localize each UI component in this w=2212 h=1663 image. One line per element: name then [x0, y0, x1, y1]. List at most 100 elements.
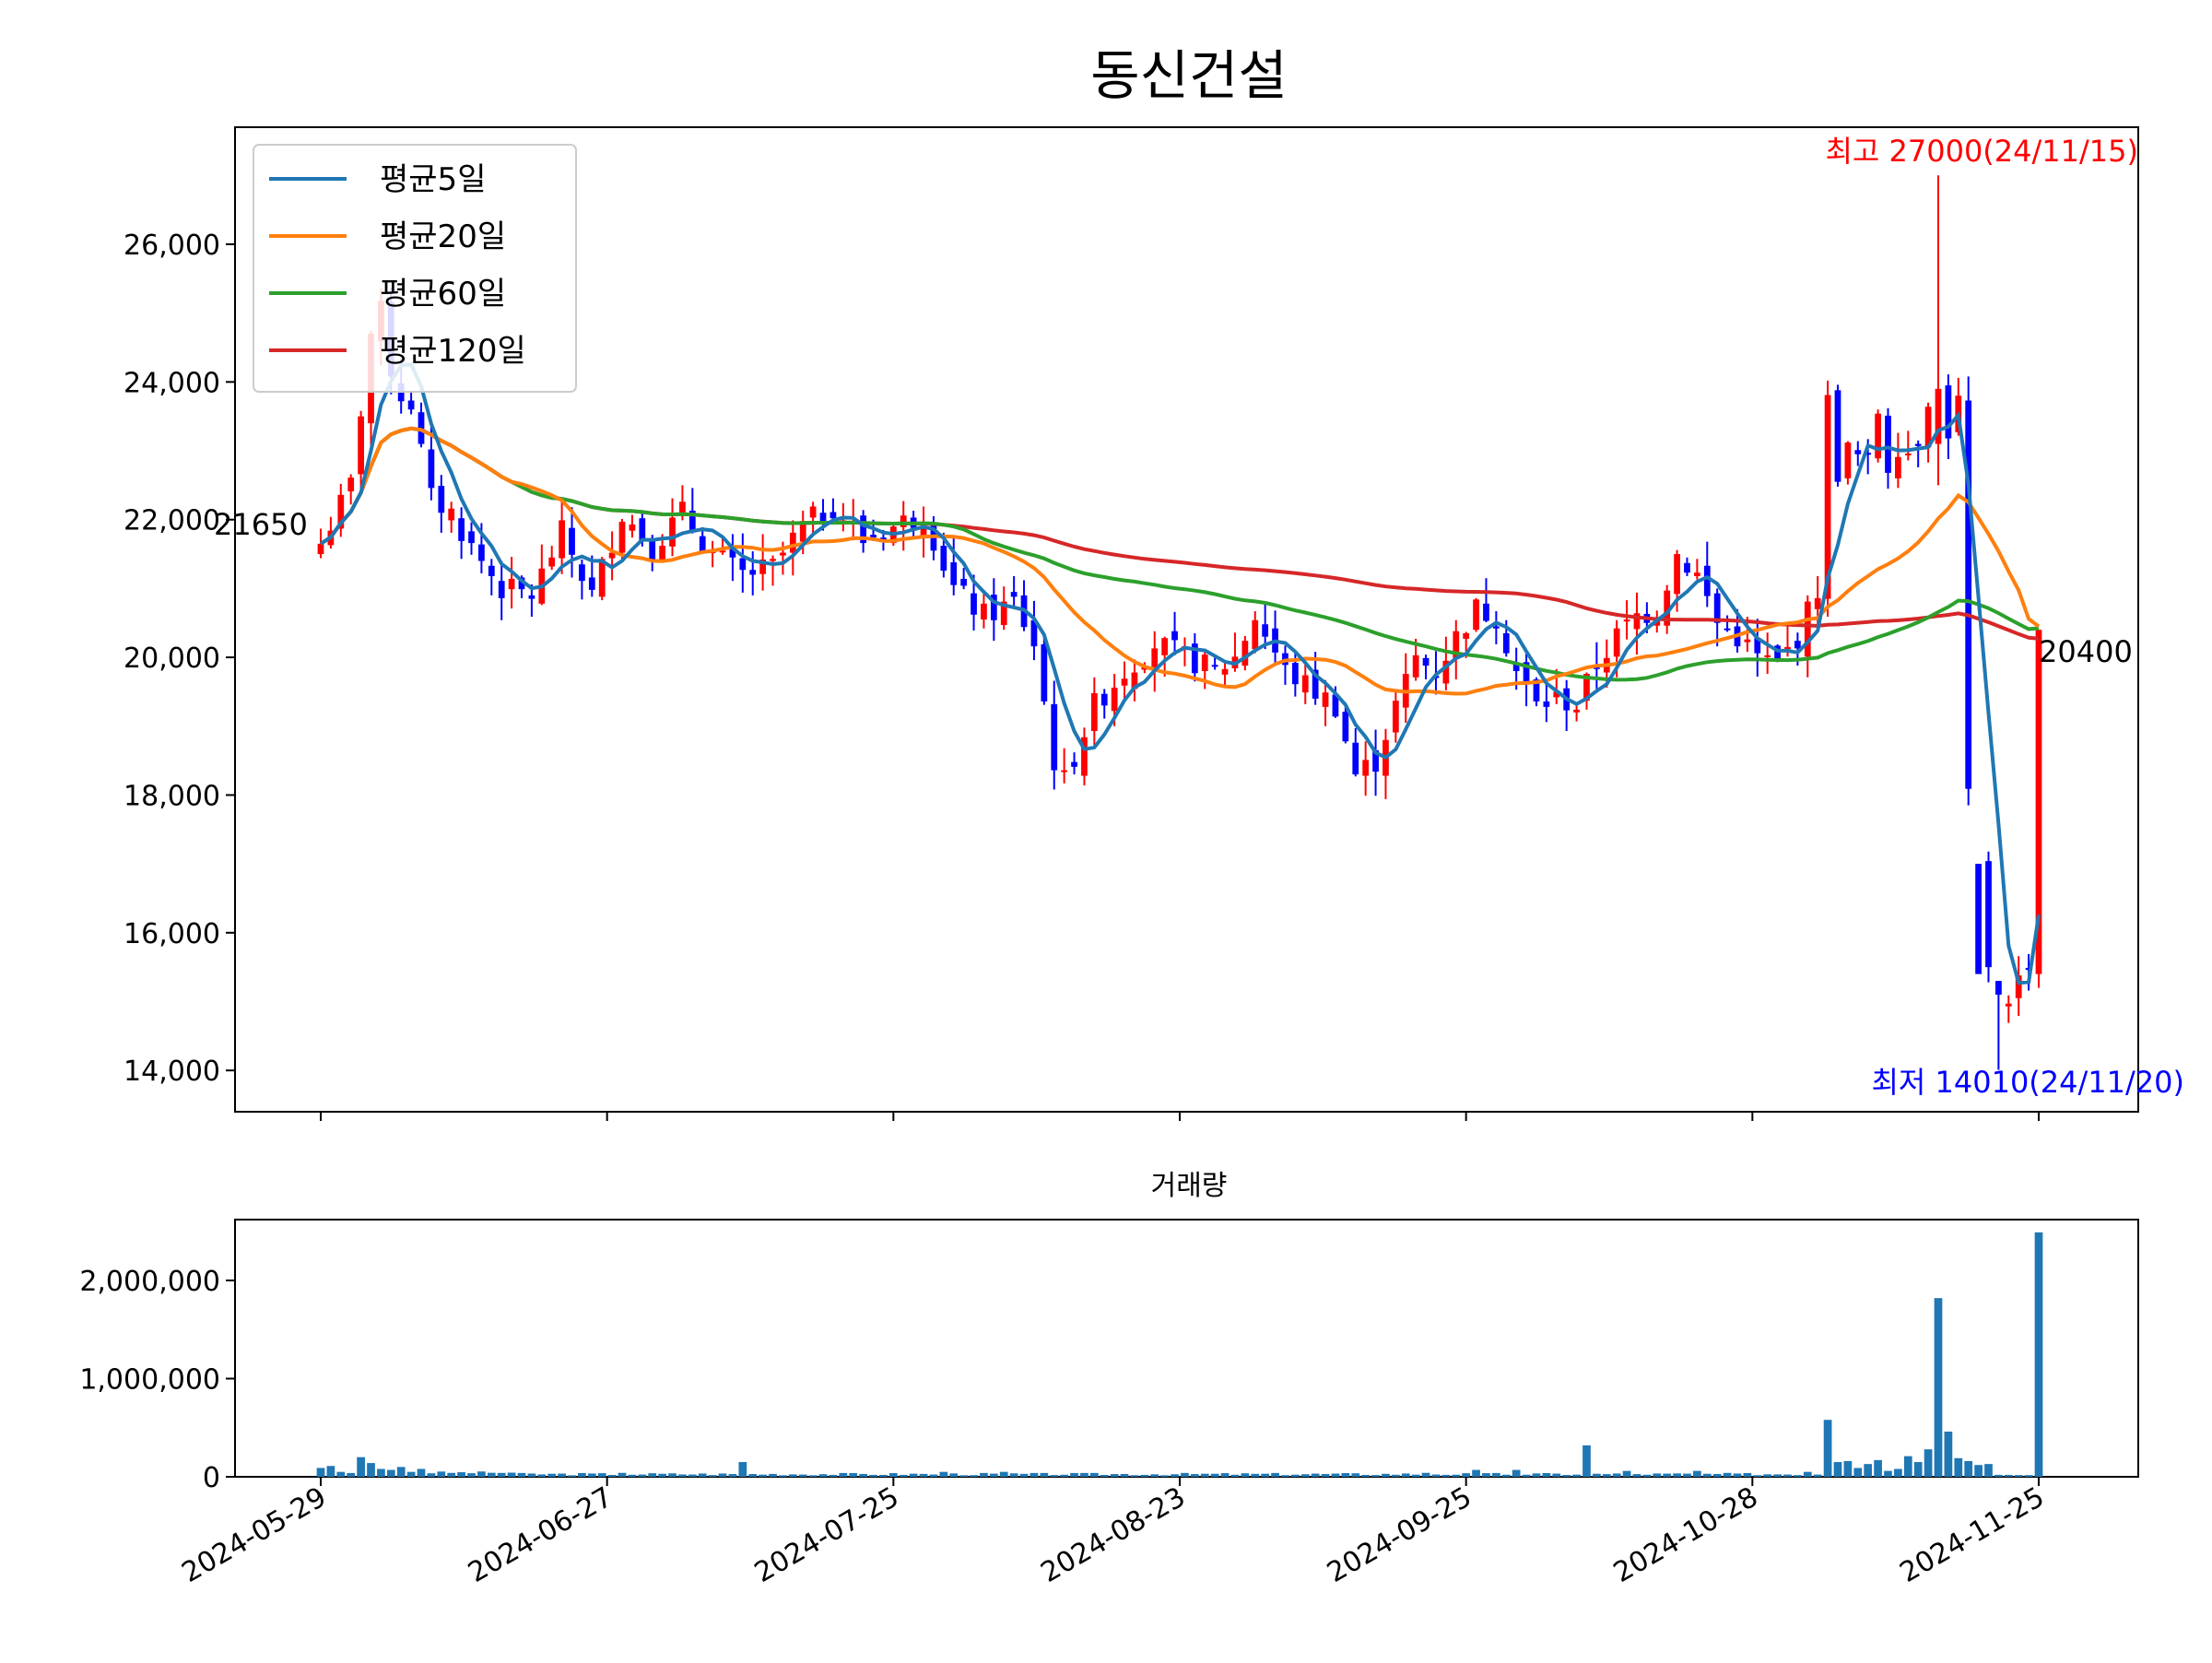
candle-body [317, 543, 324, 555]
candle-body [1553, 691, 1560, 698]
candle-body [1674, 554, 1680, 595]
volume-bar [1853, 1468, 1863, 1477]
volume-bar [899, 1474, 908, 1477]
candle-body [799, 521, 806, 542]
volume-bar [1160, 1475, 1170, 1477]
volume-bar [929, 1474, 938, 1477]
candle-body [528, 595, 535, 599]
volume-bar [1220, 1473, 1230, 1477]
candle-body [649, 537, 656, 560]
volume-bar [1843, 1460, 1853, 1477]
candle-body [699, 536, 706, 552]
candle-body [488, 565, 495, 576]
volume-bar [1401, 1473, 1410, 1477]
volume-bar [1753, 1475, 1762, 1477]
volume-bar [1552, 1473, 1561, 1477]
volume-bar [1894, 1468, 1902, 1477]
volume-bar [1290, 1474, 1300, 1477]
volume-bar [980, 1472, 988, 1477]
candle-body [428, 449, 435, 489]
volume-bar [1934, 1298, 1943, 1477]
first-close-annotation: 21650 [214, 507, 308, 542]
volume-bar [1884, 1470, 1892, 1477]
volume-bar [1230, 1474, 1240, 1477]
volume-bar [959, 1475, 968, 1477]
price-axes-frame [234, 126, 2139, 1113]
candle-body [759, 560, 767, 574]
volume-bar [1984, 1464, 1993, 1477]
volume-bar [1903, 1456, 1912, 1477]
volume-bar [1663, 1473, 1672, 1477]
candle-body [1000, 601, 1007, 625]
volume-bar [1572, 1474, 1581, 1477]
price-tick-label: 18,000 [124, 780, 220, 812]
volume-bar [1321, 1474, 1330, 1477]
candle-body [1442, 660, 1450, 684]
price-tick-label: 14,000 [124, 1056, 220, 1088]
candle-body [1301, 675, 1309, 693]
candle-body [1422, 657, 1430, 666]
volume-bar [1794, 1475, 1802, 1477]
volume-bar [949, 1473, 959, 1477]
volume-bar [578, 1473, 586, 1477]
volume-bar [748, 1474, 758, 1477]
price-panel: 14,000 16,000 18,000 20,000 22,000 24,000 26,0… [124, 126, 2184, 1121]
volume-bar [1050, 1475, 1059, 1477]
volume-bar [1874, 1459, 1882, 1477]
volume-bar [1251, 1473, 1260, 1477]
volume-bar [638, 1474, 647, 1477]
volume-bar [1200, 1473, 1209, 1477]
candle-body [679, 501, 686, 513]
volume-bar [2034, 1232, 2043, 1477]
price-tick-label: 22,000 [124, 505, 220, 537]
volume-bar [1181, 1472, 1189, 1477]
candle-body [1453, 631, 1460, 658]
volume-bar [879, 1474, 888, 1477]
volume-bar [728, 1474, 737, 1477]
volume-bar [1632, 1474, 1641, 1477]
candle-body [1392, 701, 1399, 733]
candle-body [1804, 601, 1811, 657]
candle-body [830, 512, 837, 519]
volume-bar [1602, 1474, 1611, 1477]
volume-bar [1070, 1472, 1078, 1477]
candle-body [629, 524, 636, 531]
volume-bar [1462, 1473, 1471, 1477]
volume-bar [1924, 1449, 1933, 1477]
candle-body [1312, 669, 1319, 699]
candle-body [1252, 619, 1259, 650]
candle-body [548, 557, 556, 567]
volume-bar [798, 1474, 807, 1477]
volume-bar [1512, 1469, 1521, 1477]
candle-body [1844, 442, 1852, 478]
candle-body [1865, 453, 1872, 455]
candle-body [1885, 415, 1891, 473]
volume-bar [1964, 1460, 1973, 1477]
candle-body [880, 537, 887, 540]
volume-bar [769, 1473, 777, 1477]
volume-bar [367, 1463, 375, 1477]
volume-bar [678, 1474, 687, 1477]
candle-body [749, 570, 757, 575]
volume-bar [1702, 1473, 1712, 1477]
candle-body [920, 525, 927, 536]
volume-axis-title: 거래량 [1151, 1170, 1228, 1202]
candle-body [1131, 672, 1138, 690]
volume-bar [1954, 1457, 1963, 1477]
candle-body [669, 517, 676, 547]
volume-bar [1723, 1472, 1732, 1477]
candle-body [1924, 407, 1932, 448]
candle-body [1914, 443, 1922, 446]
candle-body [900, 515, 907, 527]
volume-bar [818, 1474, 828, 1477]
volume-bar [919, 1473, 928, 1477]
volume-bar [1522, 1474, 1531, 1477]
volume-bar [1482, 1473, 1490, 1477]
candle-body [739, 558, 747, 571]
volume-bar [477, 1471, 486, 1477]
candle-body [1372, 749, 1379, 773]
legend-label: 평균120일 [380, 333, 526, 370]
candle-body [860, 515, 867, 544]
candle-body [1463, 632, 1470, 639]
